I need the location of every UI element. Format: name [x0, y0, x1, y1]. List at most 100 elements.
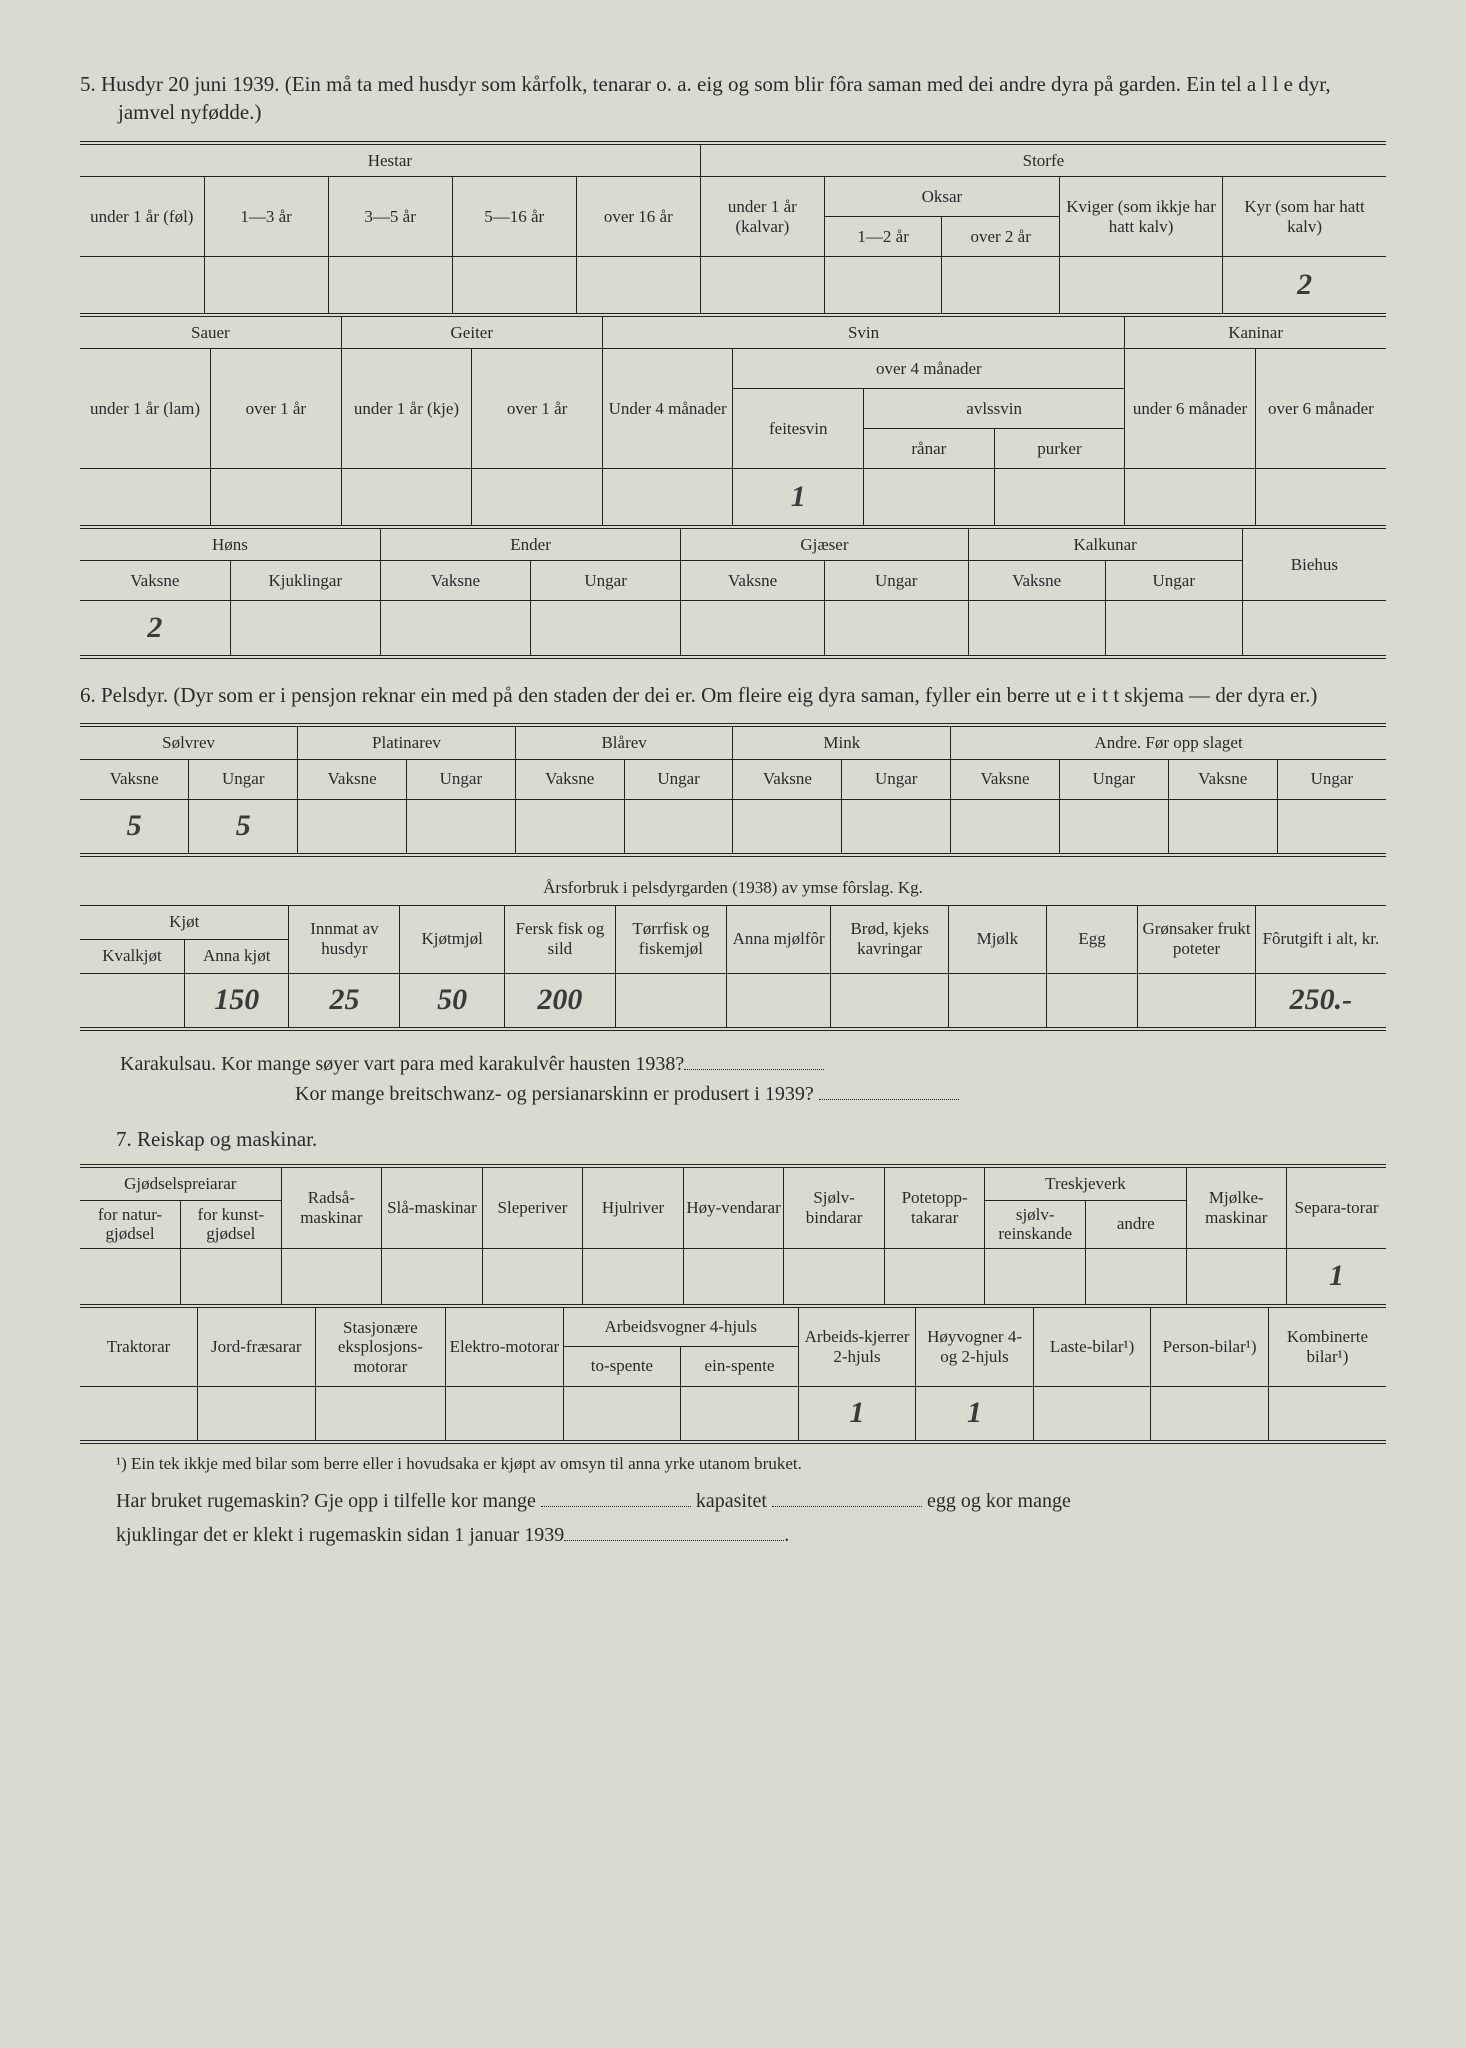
cell[interactable]	[1168, 799, 1277, 855]
cell[interactable]	[884, 1248, 985, 1304]
cell[interactable]	[80, 469, 211, 525]
cell-hoyv[interactable]: 1	[916, 1386, 1034, 1442]
cell-solv-v[interactable]: 5	[80, 799, 189, 855]
c-mjolke: Mjølke-maskinar	[1186, 1166, 1287, 1248]
cell-annakjot[interactable]: 150	[184, 973, 288, 1029]
cell[interactable]	[281, 1248, 382, 1304]
cell[interactable]	[204, 257, 328, 313]
cell[interactable]	[563, 1386, 681, 1442]
cell[interactable]	[198, 1386, 316, 1442]
cell[interactable]	[994, 469, 1125, 525]
blank[interactable]	[772, 1506, 922, 1507]
cell-kyr[interactable]: 2	[1223, 257, 1386, 313]
cell[interactable]	[948, 973, 1046, 1029]
c-traktor: Traktorar	[80, 1306, 198, 1386]
c-vaksne: Vaksne	[681, 561, 825, 601]
cell[interactable]	[683, 1248, 784, 1304]
cell[interactable]	[1059, 257, 1222, 313]
cell[interactable]	[298, 799, 407, 855]
s6-table2: Årsforbruk i pelsdyrgarden (1938) av yms…	[80, 871, 1386, 1031]
g-solv: Sølvrev	[80, 725, 298, 759]
cell[interactable]	[1138, 973, 1256, 1029]
cell[interactable]	[482, 1248, 583, 1304]
cell[interactable]	[80, 973, 184, 1029]
c-sjolvr: sjølv-reinskande	[985, 1200, 1086, 1248]
cell[interactable]	[951, 799, 1060, 855]
cell[interactable]	[1186, 1248, 1287, 1304]
c-separ: Separa-torar	[1287, 1166, 1386, 1248]
cell[interactable]	[726, 973, 830, 1029]
cell[interactable]	[968, 601, 1105, 657]
c-u: Ungar	[1277, 759, 1386, 799]
cell[interactable]	[1125, 469, 1256, 525]
cell-fisk[interactable]: 200	[504, 973, 615, 1029]
cell[interactable]	[406, 799, 515, 855]
cell[interactable]	[1033, 1386, 1151, 1442]
cell[interactable]	[382, 1248, 483, 1304]
cell[interactable]	[784, 1248, 885, 1304]
cell-innmat[interactable]: 25	[289, 973, 400, 1029]
cell[interactable]	[1085, 1248, 1186, 1304]
cell[interactable]	[583, 1248, 684, 1304]
cell[interactable]	[80, 1386, 198, 1442]
cell[interactable]	[515, 799, 624, 855]
cell[interactable]	[824, 257, 942, 313]
c-kje: under 1 år (kje)	[341, 349, 472, 469]
cell[interactable]	[1242, 601, 1386, 657]
cell[interactable]	[1255, 469, 1386, 525]
cell[interactable]	[1046, 973, 1137, 1029]
blank[interactable]	[541, 1506, 691, 1507]
cell[interactable]	[615, 973, 726, 1029]
cell[interactable]	[531, 601, 681, 657]
cell-solv-u[interactable]: 5	[189, 799, 298, 855]
cell[interactable]	[1151, 1386, 1269, 1442]
cell[interactable]	[1059, 799, 1168, 855]
cell[interactable]	[452, 257, 576, 313]
cell-feite[interactable]: 1	[733, 469, 864, 525]
cell[interactable]	[230, 601, 380, 657]
cell[interactable]	[328, 257, 452, 313]
cell[interactable]	[824, 601, 968, 657]
cell[interactable]	[831, 973, 949, 1029]
cell[interactable]	[842, 799, 951, 855]
blank[interactable]	[564, 1540, 784, 1541]
cell[interactable]	[181, 1248, 282, 1304]
cell-arbkj[interactable]: 1	[798, 1386, 916, 1442]
cell[interactable]	[315, 1386, 446, 1442]
section5-title: 5. Husdyr 20 juni 1939. (Ein må ta med h…	[80, 70, 1386, 127]
c-5-16: 5—16 år	[452, 177, 576, 257]
cell[interactable]	[1268, 1386, 1386, 1442]
cell[interactable]	[80, 257, 204, 313]
cell[interactable]	[624, 799, 733, 855]
cell-sep[interactable]: 1	[1287, 1248, 1386, 1304]
cell[interactable]	[864, 469, 995, 525]
cell[interactable]	[700, 257, 824, 313]
cell[interactable]	[602, 469, 733, 525]
cell[interactable]	[1277, 799, 1386, 855]
cell-kjotmjol[interactable]: 50	[400, 973, 504, 1029]
cell[interactable]	[942, 257, 1060, 313]
c-over16: over 16 år	[576, 177, 700, 257]
g-kaninar: Kaninar	[1125, 315, 1386, 349]
q2a: kjuklingar det er klekt i rugemaskin sid…	[116, 1524, 564, 1546]
cell[interactable]	[341, 469, 472, 525]
g-hons: Høns	[80, 527, 380, 561]
cell[interactable]	[985, 1248, 1086, 1304]
g-over4m: over 4 månader	[733, 349, 1125, 389]
c-v: Vaksne	[951, 759, 1060, 799]
c-ekspl: Stasjonære eksplosjons-motorar	[315, 1306, 446, 1386]
c-vaksne: Vaksne	[968, 561, 1105, 601]
cell[interactable]	[472, 469, 603, 525]
cell[interactable]	[211, 469, 342, 525]
cell[interactable]	[80, 1248, 181, 1304]
cell[interactable]	[1105, 601, 1242, 657]
cell[interactable]	[681, 1386, 799, 1442]
cell-forutgift[interactable]: 250.-	[1255, 973, 1386, 1029]
cell[interactable]	[380, 601, 530, 657]
cell[interactable]	[733, 799, 842, 855]
cell[interactable]	[446, 1386, 564, 1442]
q1b: kapasitet	[696, 1490, 767, 1512]
cell-hons-v[interactable]: 2	[80, 601, 230, 657]
cell[interactable]	[576, 257, 700, 313]
cell[interactable]	[681, 601, 825, 657]
